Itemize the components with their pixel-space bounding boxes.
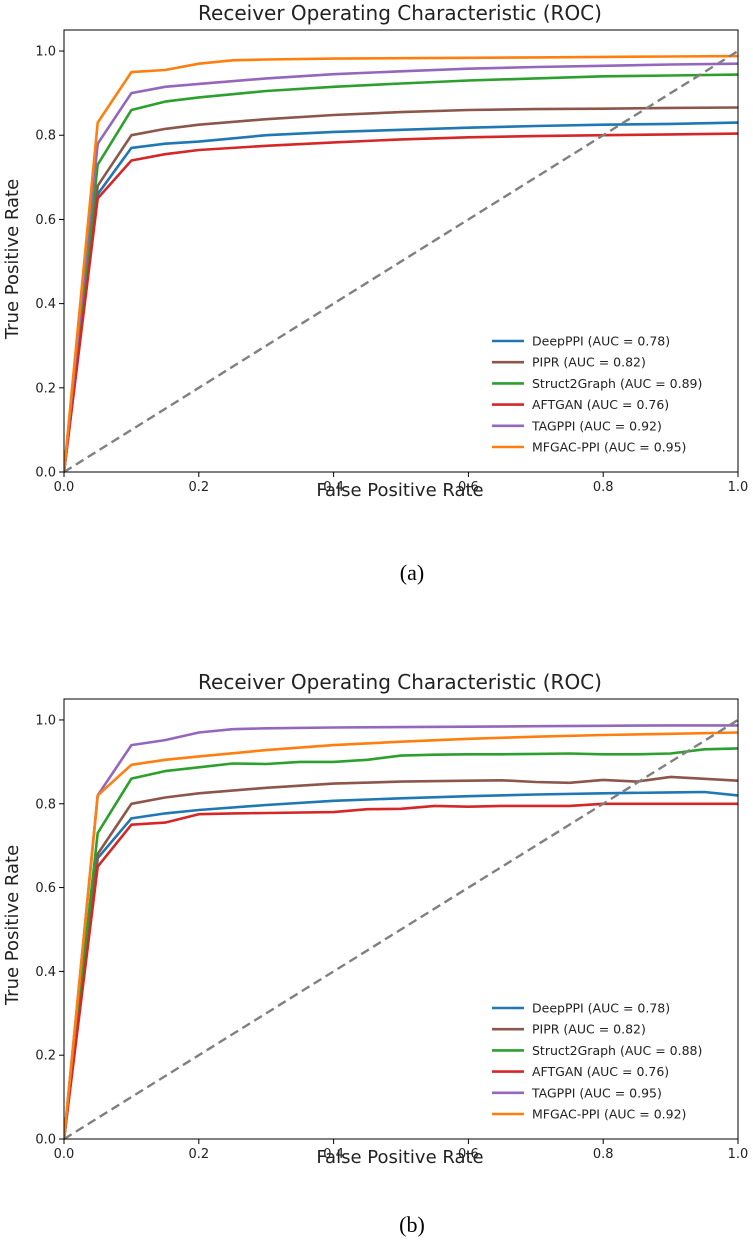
- panel-caption: (a): [400, 560, 424, 585]
- series-line-deepppi: [64, 121, 738, 472]
- series-line-mfgac-ppi: [64, 54, 738, 472]
- legend-entry: PIPR (AUC = 0.82): [532, 355, 646, 370]
- series-line-pipr: [64, 775, 738, 1139]
- legend-entry: TAGPPI (AUC = 0.92): [531, 418, 662, 433]
- series-line-tagppi: [64, 62, 738, 472]
- legend: DeepPPI (AUC = 0.78) PIPR (AUC = 0.82) Str…: [492, 334, 702, 455]
- legend-entry: TAGPPI (AUC = 0.95): [531, 1085, 662, 1100]
- chart-title: Receiver Operating Characteristic (ROC): [198, 670, 602, 694]
- x-tick-label: 0.8: [593, 480, 614, 495]
- x-tick-label: 0.6: [458, 480, 479, 495]
- legend-entry: DeepPPI (AUC = 0.78): [532, 1001, 670, 1016]
- legend: DeepPPI (AUC = 0.78) PIPR (AUC = 0.82) Str…: [492, 1001, 702, 1122]
- chance-diagonal-line: [63, 50, 739, 474]
- series-line-struct2graph: [64, 73, 738, 472]
- axes-frame: [63, 29, 739, 473]
- plot-area: 0.0 0.2 0.4 0.6 0.8 1.0 0.0 0.2 0.4 0.6 0.8 1.0 Deep…: [35, 29, 749, 495]
- series-group: [64, 724, 738, 1139]
- x-tick-label: 0.0: [54, 1147, 75, 1162]
- x-axis-label: False Positive Rate: [316, 1147, 483, 1168]
- legend-entry: MFGAC-PPI (AUC = 0.92): [532, 1107, 686, 1122]
- series-line-pipr: [64, 106, 738, 472]
- series-line-tagppi: [64, 724, 738, 1139]
- legend-entry: Struct2Graph (AUC = 0.88): [532, 1043, 702, 1058]
- y-tick-label: 0.4: [35, 297, 56, 312]
- y-tick-label: 0.0: [35, 466, 56, 481]
- panel-a: Receiver Operating Characteristic (ROC) …: [2, 1, 748, 585]
- y-tick-label: 0.6: [35, 213, 56, 228]
- series-line-mfgac-ppi: [64, 731, 738, 1139]
- y-tick-label: 0.2: [35, 1049, 56, 1064]
- legend-entry: PIPR (AUC = 0.82): [532, 1022, 646, 1037]
- panel-caption: (b): [399, 1212, 425, 1237]
- x-tick-label: 0.4: [323, 1147, 344, 1162]
- series-group: [64, 54, 738, 472]
- y-tick-label: 0.8: [35, 797, 56, 812]
- y-axis-label: True Positive Rate: [2, 179, 23, 340]
- y-tick-label: 0.4: [35, 965, 56, 980]
- legend-entry: DeepPPI (AUC = 0.78): [532, 334, 670, 349]
- x-tick-label: 0.2: [188, 1147, 209, 1162]
- y-tick-label: 0.8: [35, 129, 56, 144]
- x-tick-label: 0.0: [54, 480, 75, 495]
- series-line-deepppi: [64, 790, 738, 1139]
- chance-diagonal-line: [63, 718, 739, 1141]
- legend-entry: Struct2Graph (AUC = 0.89): [532, 376, 702, 391]
- series-line-aftgan: [64, 802, 738, 1139]
- legend-entry: MFGAC-PPI (AUC = 0.95): [532, 440, 686, 455]
- legend-entry: AFTGAN (AUC = 0.76): [532, 1064, 669, 1079]
- x-tick-label: 1.0: [728, 480, 749, 495]
- chart-title: Receiver Operating Characteristic (ROC): [198, 1, 602, 25]
- x-axis-label: False Positive Rate: [316, 480, 483, 501]
- x-tick-label: 0.8: [593, 1147, 614, 1162]
- y-tick-label: 1.0: [35, 713, 56, 728]
- y-axis-label: True Positive Rate: [2, 845, 23, 1006]
- legend-entry: AFTGAN (AUC = 0.76): [532, 397, 669, 412]
- y-tick-label: 0.2: [35, 381, 56, 396]
- x-tick-label: 0.6: [458, 1147, 479, 1162]
- panel-b: Receiver Operating Characteristic (ROC) …: [2, 670, 748, 1237]
- x-tick-label: 0.4: [323, 480, 344, 495]
- y-tick-label: 1.0: [35, 45, 56, 60]
- x-tick-label: 0.2: [188, 480, 209, 495]
- x-tick-label: 1.0: [728, 1147, 749, 1162]
- y-tick-label: 0.0: [35, 1133, 56, 1148]
- plot-area: 0.0 0.2 0.4 0.6 0.8 1.0 0.0 0.2 0.4 0.6 0.8 1.0 Deep…: [35, 698, 749, 1162]
- y-tick-label: 0.6: [35, 881, 56, 896]
- axes-frame: [63, 698, 739, 1140]
- series-line-struct2graph: [64, 747, 738, 1139]
